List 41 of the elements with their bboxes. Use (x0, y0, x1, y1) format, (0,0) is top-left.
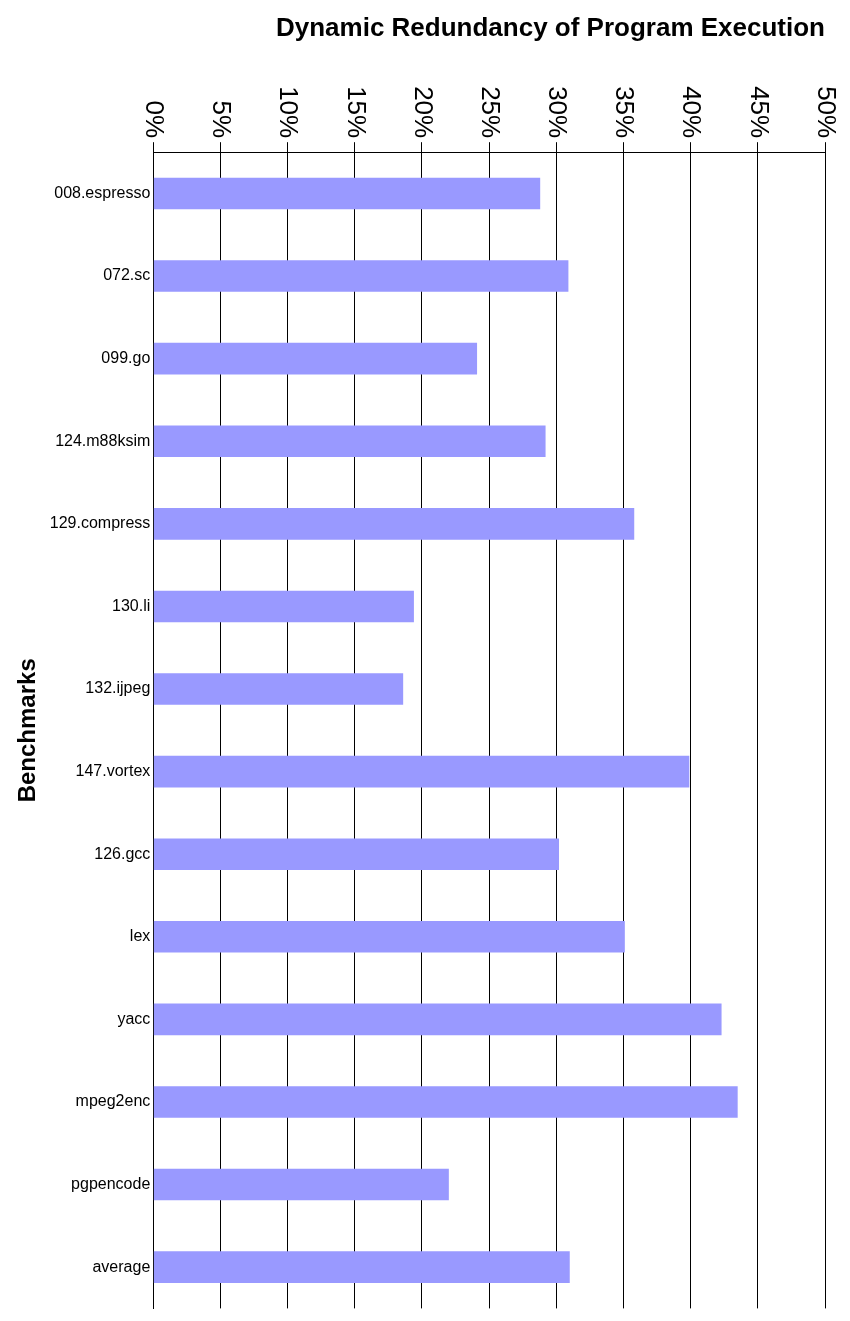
y-tick-label: 129.compress (49, 514, 151, 532)
y-tick-label: 132.ijpeg (85, 679, 151, 697)
x-tick-label: 50% (811, 86, 842, 139)
x-tick-label: 25% (475, 86, 506, 139)
x-tick-label: 5% (207, 100, 238, 139)
bar (153, 1086, 738, 1118)
x-tick-label: 35% (610, 86, 641, 139)
bar (153, 1003, 722, 1036)
y-tick-label: 130.li (112, 596, 151, 614)
bar (153, 425, 546, 458)
bar (153, 673, 404, 705)
x-tick-label: 10% (274, 86, 305, 139)
bar (153, 508, 635, 540)
bar (153, 177, 541, 210)
bar (153, 838, 559, 870)
y-tick-label: 008.espresso (54, 183, 151, 201)
y-tick-label: 124.m88ksim (55, 431, 151, 449)
bar (153, 1168, 449, 1201)
x-tick-label: 45% (744, 86, 775, 139)
y-tick-label: 147.vortex (75, 762, 151, 779)
y-tick-label: mpeg2enc (75, 1092, 151, 1110)
x-tick-label: 0% (140, 100, 171, 139)
bar (153, 755, 690, 788)
x-tick-label: 20% (408, 86, 439, 139)
y-tick-label: 072.sc (103, 266, 151, 284)
x-tick-label: 40% (677, 86, 708, 139)
y-tick-label: pgpencode (71, 1174, 151, 1192)
y-tick-label: 099.go (101, 349, 151, 367)
bar (153, 342, 478, 375)
chart-title: Dynamic Redundancy of Program Execution (275, 11, 825, 42)
bar (153, 920, 625, 953)
y-tick-label: average (92, 1257, 151, 1275)
x-tick-label: 15% (341, 86, 372, 139)
y-tick-label: 126.gcc (94, 844, 151, 862)
y-tick-label: yacc (117, 1009, 151, 1027)
bar (153, 1251, 570, 1283)
bar (153, 590, 414, 623)
y-axis-title: Benchmarks (13, 658, 41, 803)
y-tick-label: lex (129, 927, 151, 945)
x-tick-label: 30% (543, 86, 574, 139)
bar (153, 260, 569, 292)
